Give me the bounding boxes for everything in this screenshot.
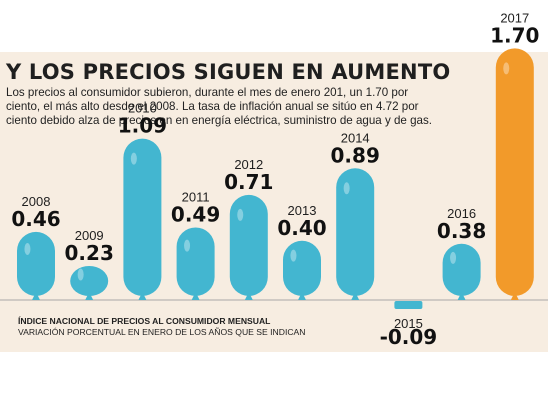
bar-2013 [283, 240, 321, 296]
bar-knot-2016 [457, 292, 466, 300]
value-label-2015: -0.09 [380, 325, 438, 349]
year-label-2017: 2017 [500, 10, 529, 25]
value-label-2010: 1.09 [118, 114, 167, 138]
bar-2017 [495, 48, 534, 297]
bar-2011 [176, 227, 215, 296]
bar-shine-2008 [24, 242, 31, 255]
bar-knot-2008 [32, 292, 40, 300]
value-label-2016: 0.38 [437, 219, 486, 243]
bar-shine-2010 [130, 152, 137, 165]
bar-knot-2014 [351, 292, 360, 300]
bar-2009 [70, 265, 109, 296]
year-label-2010: 2010 [128, 101, 157, 116]
bar-knot-2011 [191, 292, 200, 300]
bar-2010 [123, 138, 162, 296]
chart-bars: 20080.4620090.2320101.0920110.4920120.71… [11, 10, 539, 349]
bar-knot-2010 [138, 292, 147, 300]
value-label-2011: 0.49 [171, 202, 220, 226]
year-label-2009: 2009 [75, 228, 104, 243]
bar-knot-2017 [510, 292, 519, 300]
bar-2016 [442, 243, 481, 296]
year-label-2014: 2014 [341, 130, 370, 145]
value-label-2009: 0.23 [65, 241, 114, 265]
bar-2015 [394, 301, 423, 309]
bar-2012 [229, 194, 268, 296]
bar-shine-2012 [237, 208, 244, 221]
year-label-2013: 2013 [288, 203, 317, 218]
bar-knot-2012 [244, 292, 253, 300]
bar-shine-2016 [450, 251, 457, 264]
bar-shine-2014 [343, 182, 350, 195]
bar-2008 [17, 231, 55, 296]
year-label-2012: 2012 [234, 157, 263, 172]
bar-shine-2011 [184, 239, 191, 252]
bar-shine-2017 [503, 62, 510, 75]
footnote-title: ÍNDICE NACIONAL DE PRECIOS AL CONSUMIDOR… [18, 316, 271, 326]
value-label-2013: 0.40 [277, 216, 326, 240]
bar-shine-2013 [290, 249, 297, 262]
bar-knot-2009 [85, 292, 94, 300]
bar-group-2015: 2015-0.09 [380, 301, 438, 349]
value-label-2008: 0.46 [11, 207, 60, 231]
page-subtitle: Los precios al consumidor subieron, dura… [6, 86, 433, 127]
value-label-2014: 0.89 [331, 143, 380, 167]
year-label-2016: 2016 [447, 206, 476, 221]
bar-2014 [336, 168, 375, 296]
year-label-2008: 2008 [22, 194, 51, 209]
footnote-subtitle: VARIACIÓN PORCENTUAL EN ENERO DE LOS AÑO… [18, 327, 306, 337]
chart-background [0, 52, 548, 352]
bar-knot-2013 [298, 292, 306, 300]
bar-shine-2009 [77, 268, 84, 281]
value-label-2012: 0.71 [224, 170, 273, 194]
page-title: Y LOS PRECIOS SIGUEN EN AUMENTO [6, 60, 451, 84]
year-label-2015: 2015 [394, 316, 423, 331]
value-label-2017: 1.70 [490, 23, 539, 47]
footnote: ÍNDICE NACIONAL DE PRECIOS AL CONSUMIDOR… [18, 316, 348, 338]
year-label-2011: 2011 [182, 189, 210, 204]
